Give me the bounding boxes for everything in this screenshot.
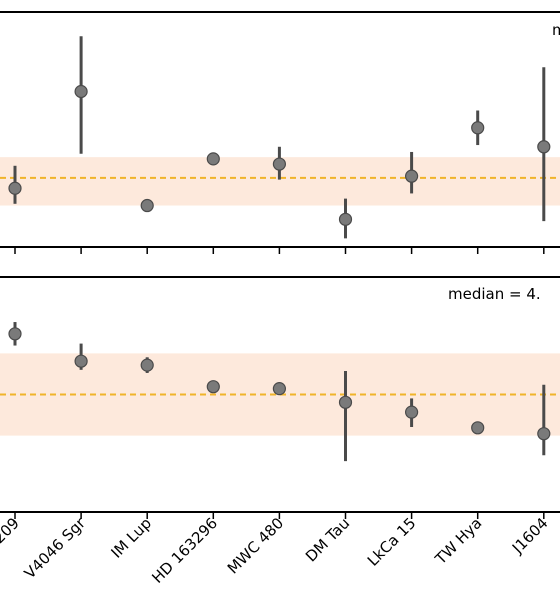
x-tick-label: AS 209 xyxy=(0,514,23,564)
data-point xyxy=(537,140,551,154)
data-point xyxy=(140,358,154,372)
data-point xyxy=(471,421,485,435)
data-point xyxy=(405,169,419,183)
x-tick-label: DM Tau xyxy=(302,514,353,565)
data-point xyxy=(338,212,353,226)
x-tick-label: LkCa 15 xyxy=(364,514,420,570)
panel-annotation: median = 4. xyxy=(448,285,541,303)
x-tick-label: MWC 480 xyxy=(224,514,287,577)
x-tick-label: TW Hya xyxy=(431,514,486,569)
data-point xyxy=(338,395,353,409)
data-point xyxy=(272,382,286,396)
x-tick-label: V4046 Sgr xyxy=(21,514,90,583)
data-point xyxy=(405,405,419,419)
bottom-panel: median = 4. xyxy=(0,276,560,519)
data-point xyxy=(74,84,88,99)
x-tick-label: J1604 xyxy=(508,514,552,558)
top-panel: m xyxy=(0,11,560,254)
x-tick-label: HD 163296 xyxy=(148,514,221,587)
panel-annotation: m xyxy=(552,21,560,39)
data-point xyxy=(74,354,88,368)
data-point xyxy=(272,157,286,171)
data-point xyxy=(471,121,485,135)
data-point xyxy=(206,152,220,166)
data-point xyxy=(8,181,22,195)
data-point xyxy=(140,198,154,213)
x-tick-label: IM Lup xyxy=(107,514,155,562)
data-point xyxy=(8,327,22,341)
data-point xyxy=(537,427,551,441)
data-point xyxy=(206,380,220,394)
